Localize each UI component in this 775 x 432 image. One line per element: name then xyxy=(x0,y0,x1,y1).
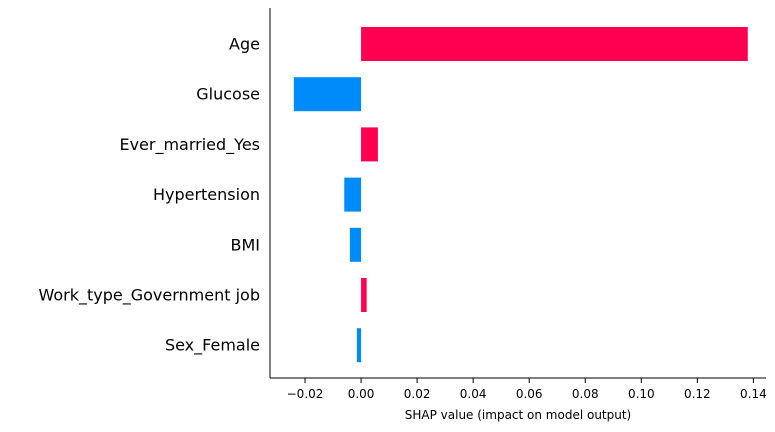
x-tick-label: 0.06 xyxy=(516,387,543,401)
x-tick-label: 0.12 xyxy=(684,387,711,401)
bars-group xyxy=(293,27,748,363)
x-tick-label: 0.14 xyxy=(740,387,767,401)
bar-ever-married-yes xyxy=(361,127,378,162)
x-tick-label: 0.08 xyxy=(572,387,599,401)
category-label-work-type-government-job: Work_type_Government job xyxy=(38,286,260,306)
category-label-glucose: Glucose xyxy=(196,85,260,104)
x-tick-label: 0.02 xyxy=(404,387,431,401)
category-label-bmi: BMI xyxy=(231,235,261,254)
category-label-ever-married-yes: Ever_married_Yes xyxy=(119,135,260,155)
bar-bmi xyxy=(349,227,362,262)
x-tick-label: 0.00 xyxy=(348,387,375,401)
x-ticks: −0.02 0.00 0.02 0.04 0.06 0.08 0.10 0.12 0.14 xyxy=(287,378,767,401)
bar-glucose xyxy=(293,77,362,112)
x-tick-label: 0.04 xyxy=(460,387,487,401)
bar-sex-female xyxy=(356,328,362,363)
category-labels: Age Glucose Ever_married_Yes Hypertension BM… xyxy=(38,35,260,356)
category-label-hypertension: Hypertension xyxy=(153,185,260,204)
bar-work-type-government-job xyxy=(361,278,367,312)
x-tick-label: −0.02 xyxy=(287,387,324,401)
x-axis-title: SHAP value (impact on model output) xyxy=(405,408,632,422)
category-label-age: Age xyxy=(229,35,260,54)
bar-hypertension xyxy=(344,177,362,212)
x-tick-label: 0.10 xyxy=(628,387,655,401)
bar-age xyxy=(361,27,748,61)
category-label-sex-female: Sex_Female xyxy=(165,336,260,356)
